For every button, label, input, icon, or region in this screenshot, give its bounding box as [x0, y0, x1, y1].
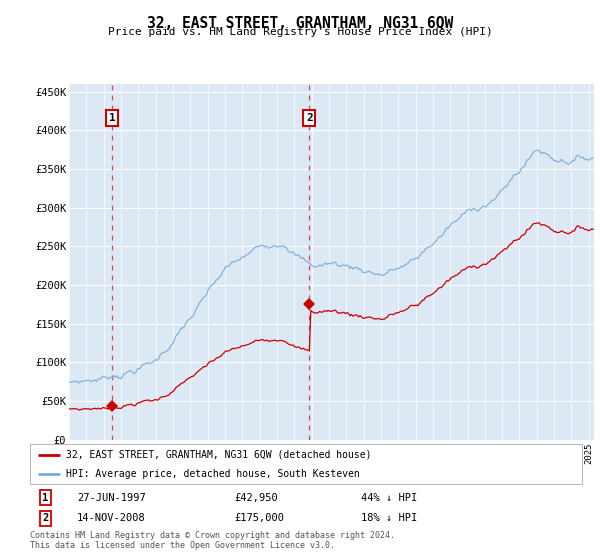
Text: 2: 2	[306, 113, 313, 123]
Text: 1: 1	[109, 113, 116, 123]
Text: 14-NOV-2008: 14-NOV-2008	[77, 514, 146, 524]
Text: Contains HM Land Registry data © Crown copyright and database right 2024.
This d: Contains HM Land Registry data © Crown c…	[30, 531, 395, 550]
Text: £42,950: £42,950	[234, 493, 278, 503]
Text: 18% ↓ HPI: 18% ↓ HPI	[361, 514, 418, 524]
Text: HPI: Average price, detached house, South Kesteven: HPI: Average price, detached house, Sout…	[66, 469, 359, 479]
Text: 1: 1	[43, 493, 49, 503]
Text: 27-JUN-1997: 27-JUN-1997	[77, 493, 146, 503]
Text: 44% ↓ HPI: 44% ↓ HPI	[361, 493, 418, 503]
Text: 2: 2	[43, 514, 49, 524]
Text: 32, EAST STREET, GRANTHAM, NG31 6QW (detached house): 32, EAST STREET, GRANTHAM, NG31 6QW (det…	[66, 450, 371, 460]
Text: 32, EAST STREET, GRANTHAM, NG31 6QW: 32, EAST STREET, GRANTHAM, NG31 6QW	[147, 16, 453, 31]
Text: £175,000: £175,000	[234, 514, 284, 524]
Text: Price paid vs. HM Land Registry's House Price Index (HPI): Price paid vs. HM Land Registry's House …	[107, 27, 493, 37]
